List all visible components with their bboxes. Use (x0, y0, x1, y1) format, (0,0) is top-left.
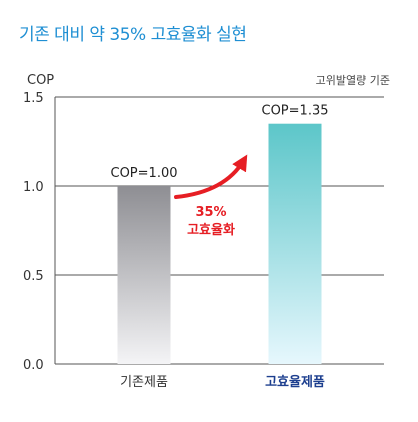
basis-note: 고위발열량 기준 (316, 74, 390, 87)
x-tick-label-high-efficiency: 고효율제품 (265, 374, 325, 390)
data-label-high-efficiency: COP=1.35 (262, 104, 329, 119)
y-tick-label: 0.5 (23, 269, 44, 284)
improvement-arrow-icon (174, 154, 248, 199)
y-tick-label: 1.0 (23, 180, 44, 195)
annotation-text: 고효율화 (187, 222, 235, 238)
y-tick-label: 0.0 (23, 358, 44, 373)
y-tick-label: 1.5 (23, 91, 44, 106)
chart-title: 기존 대비 약 35% 고효율화 실현 (19, 25, 247, 45)
data-label-existing: COP=1.00 (111, 166, 178, 181)
x-tick-label-existing: 기존제품 (120, 375, 168, 390)
y-axis-label: COP (27, 73, 54, 88)
bar-high-efficiency-product (268, 123, 322, 364)
annotation-percent: 35% (195, 205, 226, 220)
bar-existing-product (117, 186, 171, 364)
